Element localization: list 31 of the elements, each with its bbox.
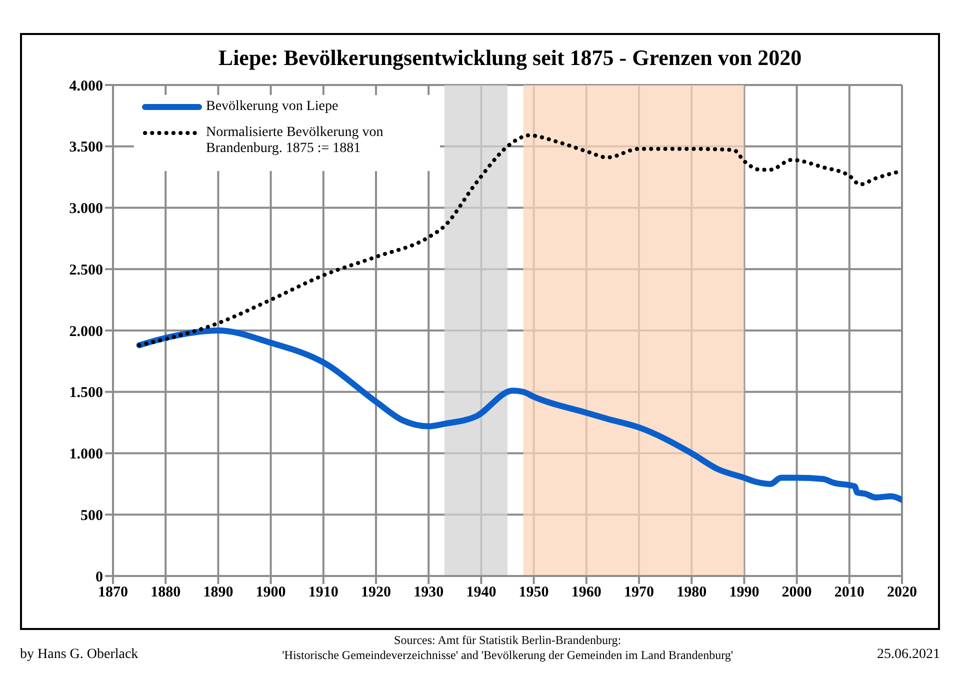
x-tick-label: 1910 [308,584,338,601]
y-tick-label: 2.000 [69,324,103,340]
legend-label: Bevölkerung von Liepe [206,99,338,115]
y-tick-label: 1.500 [69,385,103,402]
text: by Hans G. Oberlack [20,647,138,663]
x-tick-label: 1980 [676,584,707,601]
x-tick-label: 1930 [414,584,444,601]
x-tick-label: 1960 [571,584,602,601]
x-tick-label: 1890 [203,584,234,601]
x-tick-label: 1880 [150,584,181,601]
x-tick-label: 1870 [98,584,128,601]
x-tick-label: 1970 [624,584,654,601]
legend-label: Normalisierte Bevölkerung von Brandenburg. 1875 := 1881 [206,125,384,157]
x-tick-label: 1940 [466,584,496,601]
text: 25.06.2021 [877,647,940,663]
source-note: Sources: Amt für Statistik Berlin-Brandenburg: 'Historische Gemeindeverzeichnisse' and 'Bevölkerung der Gemeinden im Land Brandenburg' [282,633,734,663]
y-tick-label: 3.000 [69,201,103,218]
x-tick-label: 1920 [361,584,391,601]
y-tick-label: 500 [80,508,103,524]
x-tick-label: 1900 [256,584,286,601]
y-tick-label: 1.000 [69,446,103,463]
y-tick-label: 0 [96,569,103,586]
y-tick-label: 2.500 [69,262,103,278]
x-tick-label: 1990 [729,584,760,601]
x-tick-label: 2010 [834,584,864,601]
x-tick-label: 1950 [518,584,549,601]
chart-title: Liepe: Bevölkerungsentwicklung seit 1875 - Grenzen von 2020 [217,45,803,71]
y-tick-label: 3.500 [69,140,103,156]
y-tick-label: 4.000 [69,78,103,94]
x-tick-label: 2020 [887,584,917,601]
x-tick-label: 2000 [782,584,812,601]
